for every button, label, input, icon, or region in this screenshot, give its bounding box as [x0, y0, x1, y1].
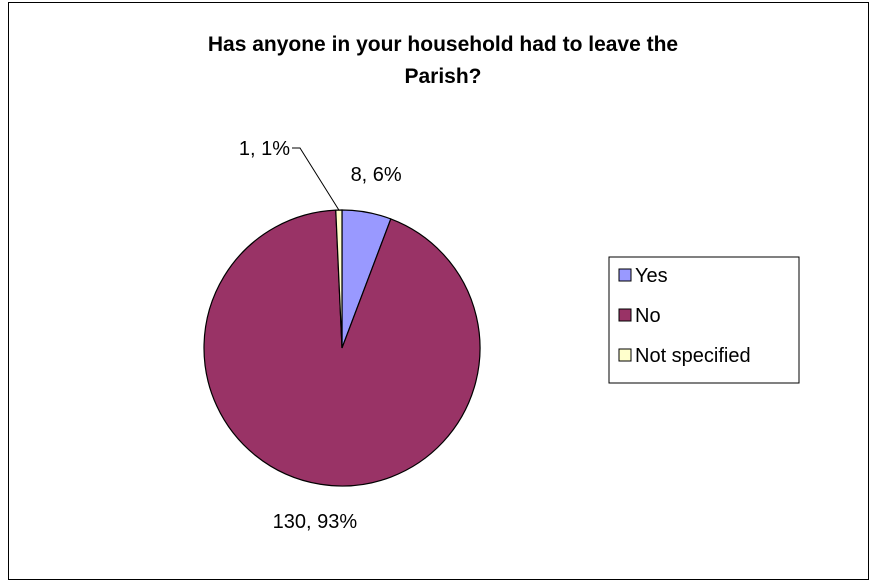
chart-title-line-2: Parish?: [404, 65, 481, 88]
legend-swatch-no: [619, 309, 631, 321]
chart-area: Has anyone in your household had to leav…: [8, 2, 869, 580]
data-label-not-specified: 1, 1%: [239, 138, 290, 160]
legend-swatch-yes: [619, 269, 631, 281]
pie-chart: Has anyone in your household had to leav…: [9, 3, 870, 581]
chart-title-line-1: Has anyone in your household had to leav…: [208, 33, 678, 56]
legend-label-yes: Yes: [635, 265, 668, 287]
legend-label-no: No: [635, 305, 661, 327]
legend: Yes No Not specified: [609, 257, 799, 383]
pie-slices: [204, 210, 480, 486]
data-label-yes: 8, 6%: [351, 164, 402, 186]
data-label-no: 130, 93%: [273, 511, 358, 533]
legend-label-not-specified: Not specified: [635, 345, 751, 367]
legend-swatch-not-specified: [619, 349, 631, 361]
leader-line-not-specified: [292, 148, 339, 210]
